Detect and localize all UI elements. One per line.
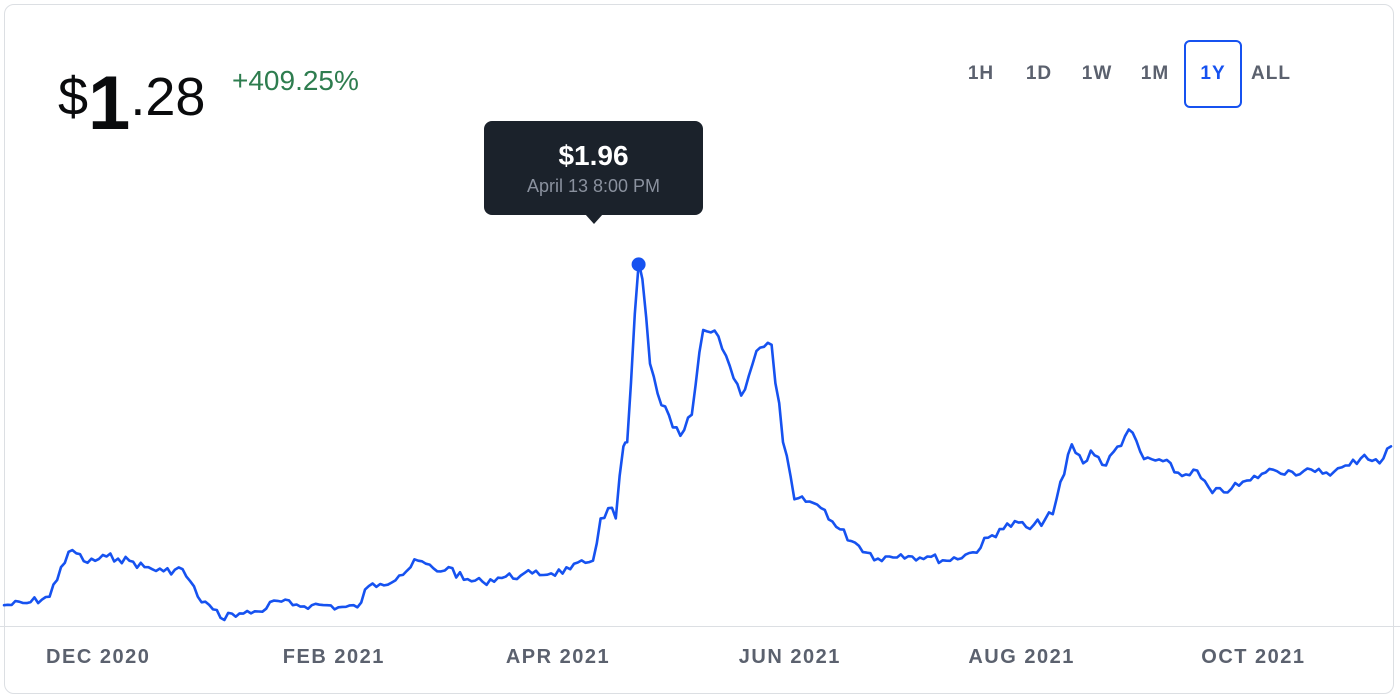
range-1h-button[interactable]: 1H — [952, 40, 1010, 108]
tooltip-date: April 13 8:00 PM — [526, 176, 661, 196]
range-1d-button[interactable]: 1D — [1010, 40, 1068, 108]
x-axis-line — [0, 626, 1400, 627]
x-tick-label: FEB 2021 — [282, 646, 385, 668]
x-tick-label: APR 2021 — [505, 646, 611, 668]
price-currency-symbol: $ — [58, 67, 89, 127]
hover-point-marker — [631, 257, 646, 272]
tooltip-price-value: $1.96 — [558, 140, 629, 171]
price-change-percent: +409.25% — [232, 65, 359, 96]
price-decimal-part: .28 — [130, 67, 206, 127]
range-1y-button[interactable]: 1Y — [1184, 40, 1242, 108]
range-1w-button[interactable]: 1W — [1068, 40, 1126, 108]
range-all-button[interactable]: ALL — [1242, 40, 1300, 108]
x-tick-label: JUN 2021 — [738, 646, 841, 668]
current-price: $ 1 .28 — [58, 62, 205, 142]
price-series-line — [2, 263, 1393, 622]
price-tooltip: $1.96 April 13 8:00 PM — [484, 121, 703, 224]
time-range-selector: 1H 1D 1W 1M 1Y ALL — [952, 40, 1300, 108]
price-integer-part: 1 — [88, 61, 131, 146]
x-tick-label: OCT 2021 — [1201, 646, 1306, 668]
range-1m-button[interactable]: 1M — [1126, 40, 1184, 108]
x-tick-label: DEC 2020 — [46, 646, 151, 668]
x-tick-label: AUG 2021 — [968, 646, 1075, 668]
